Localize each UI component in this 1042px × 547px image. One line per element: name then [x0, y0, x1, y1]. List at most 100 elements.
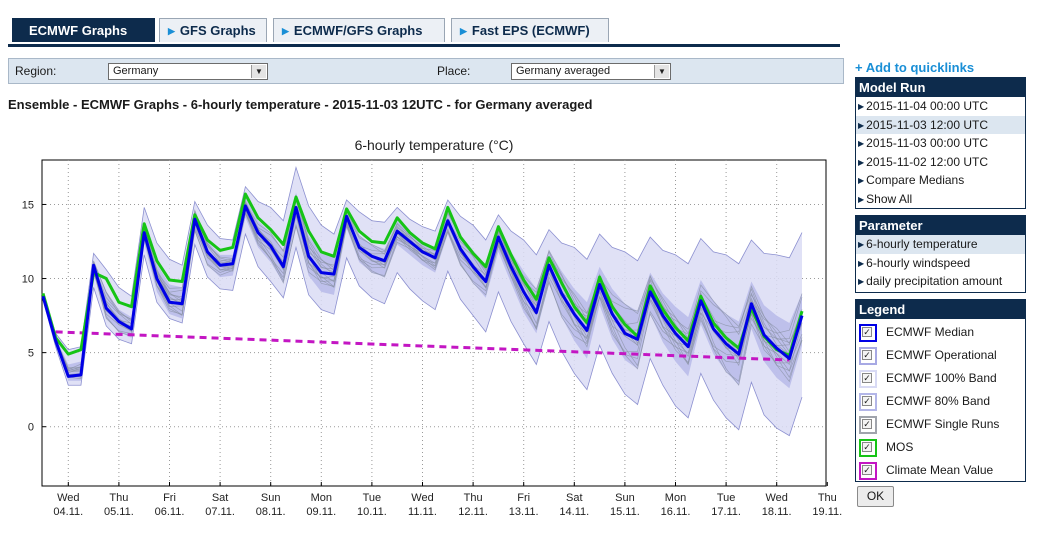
legend-item[interactable]: ✓ ECMWF 80% Band [856, 390, 1025, 413]
parameter-title: Parameter [856, 216, 1025, 235]
checkbox-icon[interactable]: ✓ [862, 327, 872, 337]
model-run-panel: Model Run ▶ 2015-11-04 00:00 UTC ▶ 2015-11-… [855, 77, 1026, 209]
tab-label: ECMWF/GFS Graphs [293, 23, 423, 38]
play-icon: ▶ [168, 26, 175, 36]
parameter-item[interactable]: ▶ 6-hourly windspeed [856, 254, 1025, 273]
chevron-down-icon[interactable]: ▼ [654, 65, 669, 78]
x-tick-weekday: Thu [818, 492, 837, 504]
x-tick-date: 10.11. [357, 506, 387, 518]
play-icon: ▶ [858, 240, 865, 249]
single-run-line [42, 198, 803, 372]
x-tick-date: 18.11. [762, 506, 792, 518]
x-tick-date: 17.11. [711, 506, 741, 518]
legend-title: Legend [856, 300, 1025, 319]
parameter-item[interactable]: ▶ daily precipitation amount [856, 272, 1025, 291]
legend-item[interactable]: ✓ MOS [856, 436, 1025, 459]
x-tick-date: 04.11. [53, 506, 83, 518]
place-label: Place: [437, 64, 471, 78]
legend-label: ECMWF 80% Band [886, 394, 991, 408]
legend-label: ECMWF 100% Band [886, 371, 997, 385]
x-tick-weekday: Wed [765, 492, 787, 504]
checkbox-icon[interactable]: ✓ [862, 442, 872, 452]
legend-swatch: ✓ [859, 370, 877, 388]
x-tick-date: 14.11. [559, 506, 589, 518]
parameter-item[interactable]: ▶ 6-hourly temperature [856, 235, 1025, 254]
chevron-down-icon[interactable]: ▼ [251, 65, 266, 78]
x-tick-weekday: Mon [311, 492, 332, 504]
play-icon: ▶ [858, 102, 865, 111]
play-icon: ▶ [858, 194, 865, 204]
play-icon: ▶ [858, 157, 865, 167]
checkbox-icon[interactable]: ✓ [862, 373, 872, 383]
tab-bar: ECMWF Graphs ▶ GFS Graphs ▶ ECMWF/GFS Grap… [8, 18, 840, 47]
chart-title: 6-hourly temperature (°C) [354, 137, 514, 153]
x-tick-weekday: Thu [464, 492, 483, 504]
tab-label: GFS Graphs [179, 23, 256, 38]
y-tick-label: 10 [22, 274, 34, 286]
y-tick-label: 15 [22, 199, 34, 211]
legend-label: ECMWF Operational [886, 348, 997, 362]
parameter-item-label: 6-hourly windspeed [866, 255, 971, 270]
place-select[interactable]: Germany averaged ▼ [511, 63, 671, 80]
legend-label: ECMWF Single Runs [886, 417, 1000, 431]
x-tick-weekday: Fri [163, 492, 176, 504]
parameter-item-label: daily precipitation amount [866, 274, 1003, 288]
model-run-item[interactable]: ▶ 2015-11-03 00:00 UTC [856, 134, 1025, 153]
model-run-item[interactable]: ▶ Show All [856, 190, 1025, 209]
model-run-item-label: 2015-11-04 00:00 UTC [866, 99, 989, 113]
band-edge [42, 232, 803, 437]
legend-swatch: ✓ [859, 347, 877, 365]
legend-item[interactable]: ✓ ECMWF Median [856, 321, 1025, 344]
ok-button[interactable]: OK [857, 486, 894, 507]
band-100-area [43, 167, 802, 436]
climate-mean-line [55, 330, 790, 362]
x-tick-weekday: Sun [615, 492, 635, 504]
play-icon: ▶ [858, 120, 865, 130]
model-run-title: Model Run [856, 78, 1025, 97]
model-run-item-label: 2015-11-03 12:00 UTC [866, 117, 989, 132]
play-icon: ▶ [858, 139, 865, 148]
x-tick-date: 16.11. [661, 506, 691, 518]
play-icon: ▶ [858, 258, 865, 268]
legend-swatch: ✓ [859, 324, 877, 342]
filter-bar: Region: Germany ▼ Place: Germany average… [8, 58, 844, 84]
add-quicklinks-link[interactable]: + Add to quicklinks [855, 60, 975, 75]
tab-gfs-graphs[interactable]: ▶ GFS Graphs [159, 18, 267, 42]
legend-label: ECMWF Median [886, 325, 975, 339]
checkbox-icon[interactable]: ✓ [862, 396, 872, 406]
region-value: Germany [113, 65, 159, 77]
model-run-item[interactable]: ▶ 2015-11-02 12:00 UTC [856, 153, 1025, 172]
tab-ecmwf-graphs[interactable]: ECMWF Graphs [12, 18, 155, 42]
legend-swatch: ✓ [859, 439, 877, 457]
x-tick-date: 09.11. [306, 506, 336, 518]
x-tick-date: 05.11. [104, 506, 134, 518]
model-run-item-label: Show All [866, 191, 913, 206]
page-title: Ensemble - ECMWF Graphs - 6-hourly tempe… [8, 97, 593, 112]
legend-item[interactable]: ✓ Climate Mean Value [856, 459, 1025, 482]
legend-item[interactable]: ✓ ECMWF Single Runs [856, 413, 1025, 436]
checkbox-icon[interactable]: ✓ [862, 350, 872, 360]
model-run-item[interactable]: ▶ Compare Medians [856, 171, 1025, 190]
tab-fast-eps[interactable]: ▶ Fast EPS (ECMWF) [451, 18, 609, 42]
checkbox-icon[interactable]: ✓ [862, 465, 872, 475]
legend-panel: Legend ✓ ECMWF Median ✓ ECMWF Operational ✓ E… [855, 299, 1026, 482]
x-tick-date: 13.11. [509, 506, 539, 518]
model-run-item[interactable]: ▶ 2015-11-04 00:00 UTC [856, 97, 1025, 116]
checkbox-icon[interactable]: ✓ [862, 419, 872, 429]
parameter-panel: Parameter ▶ 6-hourly temperature ▶ 6-hourly… [855, 215, 1026, 293]
x-tick-weekday: Sun [261, 492, 281, 504]
band-edge [42, 165, 803, 351]
region-select[interactable]: Germany ▼ [108, 63, 268, 80]
x-tick-weekday: Tue [363, 492, 382, 504]
tab-label: ECMWF Graphs [29, 23, 128, 38]
model-run-item-label: 2015-11-03 00:00 UTC [866, 136, 989, 150]
legend-item[interactable]: ✓ ECMWF Operational [856, 344, 1025, 367]
legend-swatch: ✓ [859, 462, 877, 480]
x-tick-weekday: Sat [212, 492, 229, 504]
model-run-item[interactable]: ▶ 2015-11-03 12:00 UTC [856, 115, 1025, 134]
y-tick-label: 5 [28, 348, 34, 360]
tab-ecmwf-gfs-graphs[interactable]: ▶ ECMWF/GFS Graphs [273, 18, 445, 42]
legend-label: Climate Mean Value [886, 463, 994, 477]
temperature-chart: 0 5 10 15 Wed 04.11. Thu 05.11. Fri 06.11. Sat 07.1… [22, 159, 842, 518]
legend-item[interactable]: ✓ ECMWF 100% Band [856, 367, 1025, 390]
